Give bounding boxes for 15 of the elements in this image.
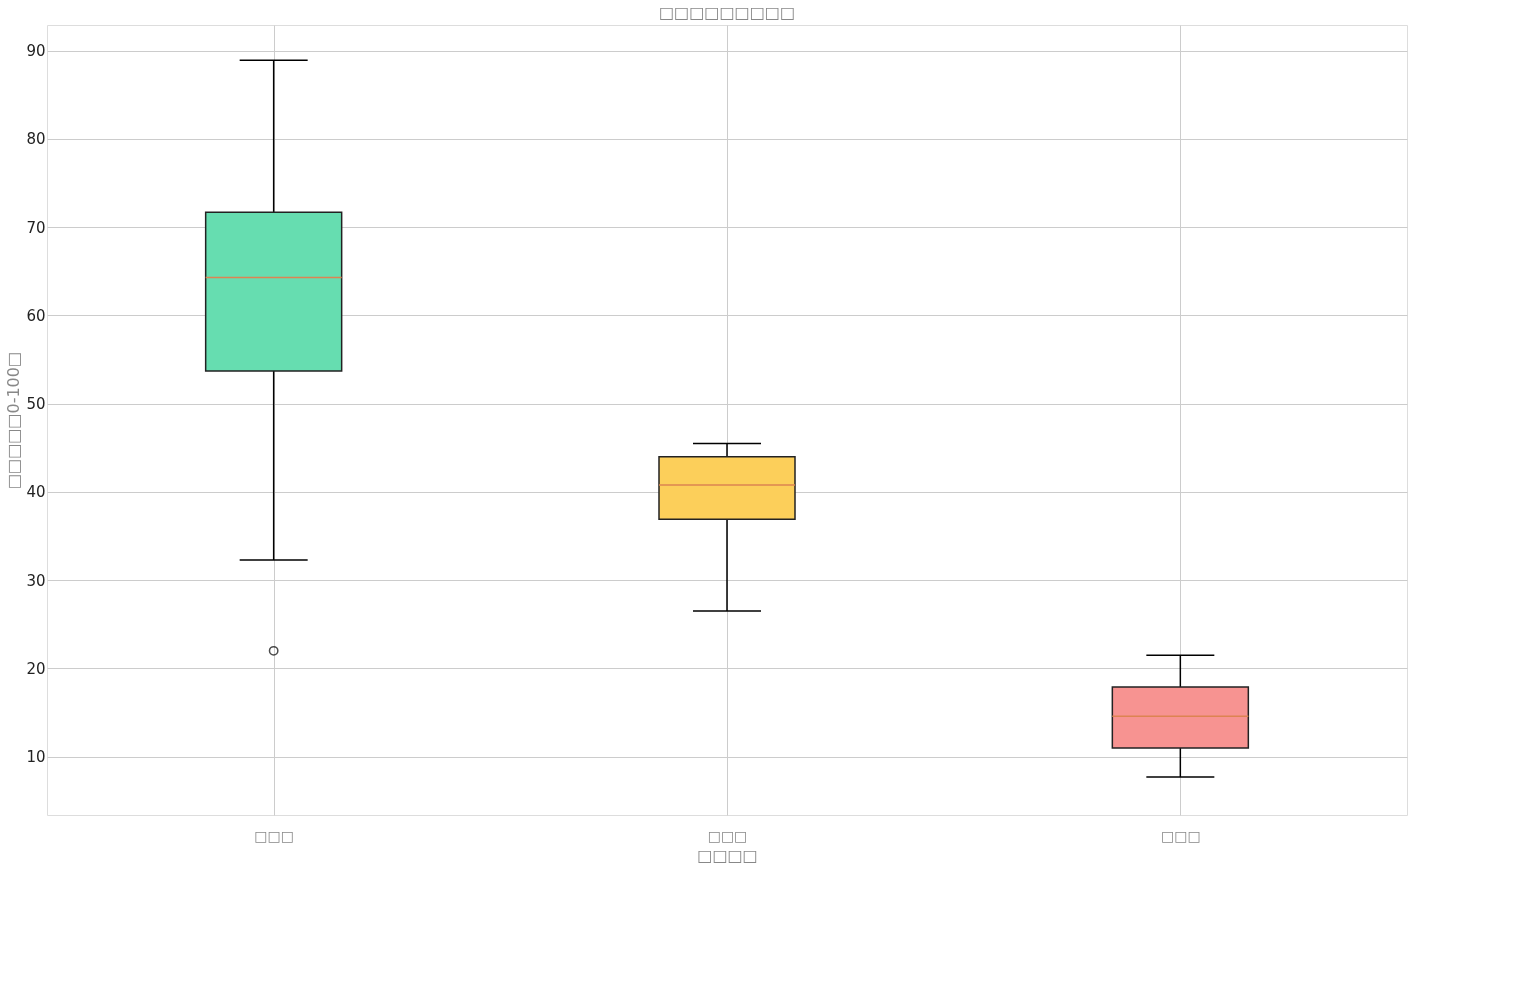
y-tick-label: 60: [26, 306, 46, 325]
y-tick-label: 30: [26, 571, 46, 590]
x-tick-label: □□□: [254, 827, 295, 844]
x-axis-title: □□□□: [697, 845, 758, 865]
y-tick-label: 90: [26, 42, 46, 61]
chart-title: □□□□□□□□□: [658, 3, 796, 22]
y-tick-label: 20: [26, 659, 46, 678]
x-tick-label: □□□: [1160, 827, 1201, 844]
y-axis-title: □□□□□0-100□: [4, 351, 24, 490]
y-tick-label: 80: [26, 130, 46, 149]
y-tick-label: 70: [26, 218, 46, 237]
y-tick-label: 50: [26, 395, 46, 414]
y-tick-label: 40: [26, 483, 46, 502]
y-tick-label: 10: [26, 748, 46, 767]
x-tick-label: □□□: [707, 827, 748, 844]
